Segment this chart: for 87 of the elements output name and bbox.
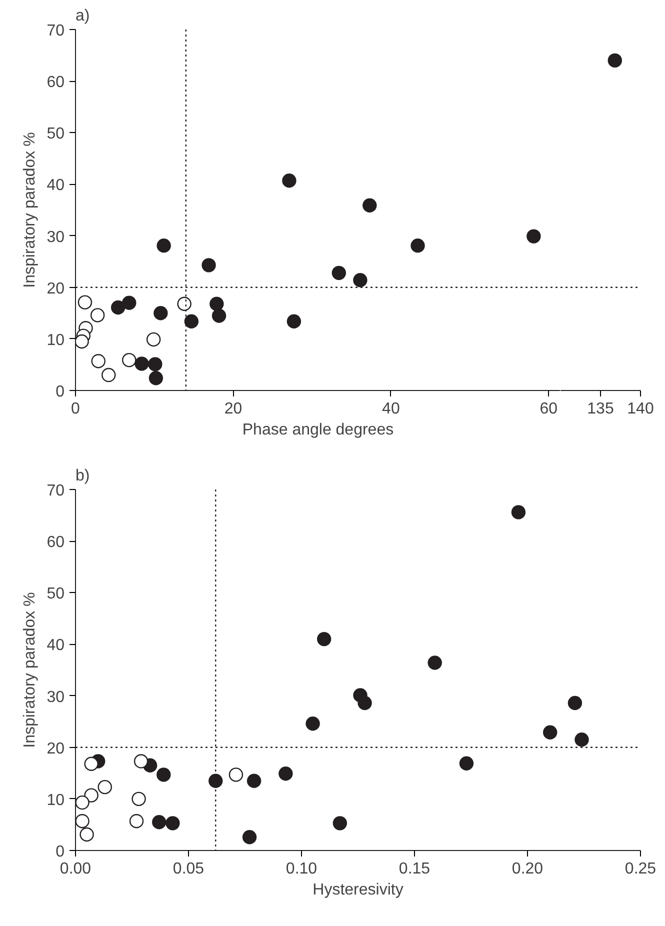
- y-tick-label: 10: [46, 792, 65, 809]
- x-tick-label: 0.25: [624, 860, 656, 878]
- point: [428, 656, 442, 670]
- point: [76, 334, 89, 349]
- point: [156, 238, 171, 253]
- x-tick-label: 60: [540, 400, 558, 418]
- point: [134, 356, 149, 371]
- point: [228, 768, 244, 782]
- point: [148, 357, 162, 372]
- x-axis-title: Hysteresivity: [312, 882, 404, 898]
- point: [317, 632, 332, 646]
- point: [122, 296, 136, 310]
- chart-title: a): [76, 8, 90, 24]
- point: [184, 314, 199, 328]
- x-tick-label: 0.20: [512, 860, 544, 878]
- x-tick-label: 0: [71, 400, 80, 418]
- x-tick-label: 0.15: [398, 860, 430, 878]
- point: [154, 306, 168, 320]
- point: [102, 368, 116, 382]
- y-tick-label: 40: [46, 177, 65, 194]
- point: [208, 774, 223, 788]
- point: [246, 774, 262, 788]
- point: [156, 768, 171, 782]
- point: [84, 788, 98, 802]
- y-tick-label: 0: [56, 384, 65, 400]
- point: [76, 814, 90, 828]
- point: [511, 505, 526, 520]
- point: [129, 814, 144, 828]
- point: [278, 766, 293, 781]
- y-tick-label: 30: [46, 228, 65, 246]
- x-tick-label: 0.10: [286, 860, 318, 878]
- y-tick-label: 40: [46, 637, 65, 654]
- y-tick-label: 0: [56, 844, 65, 860]
- point: [543, 725, 558, 740]
- point: [282, 174, 296, 188]
- x-tick-label: 0.00: [60, 860, 92, 878]
- y-tick-label: 20: [46, 280, 65, 298]
- point: [76, 795, 90, 810]
- y-axis-title: Inspiratory paradox %: [22, 592, 39, 748]
- point: [410, 238, 425, 253]
- point: [202, 258, 216, 272]
- point: [459, 756, 474, 770]
- x-axis-title: Phase angle degrees: [242, 422, 394, 438]
- x-tick-label: 40: [382, 400, 400, 418]
- y-tick-label: 60: [46, 534, 65, 552]
- point: [568, 696, 582, 710]
- point: [212, 308, 226, 323]
- point: [110, 300, 126, 315]
- y-tick-label: 30: [46, 688, 65, 706]
- point: [210, 296, 224, 311]
- point: [132, 792, 146, 806]
- point: [90, 308, 105, 322]
- y-tick-label: 60: [46, 74, 65, 92]
- x-tick-label: 140: [627, 400, 654, 418]
- point: [358, 696, 372, 710]
- x-tick-label: 135: [587, 400, 614, 418]
- point: [134, 754, 148, 768]
- point: [177, 296, 192, 311]
- point: [80, 827, 94, 842]
- point: [84, 756, 98, 771]
- point: [98, 780, 112, 794]
- point: [146, 332, 161, 347]
- y-tick-label: 70: [46, 482, 65, 500]
- point: [286, 314, 302, 328]
- point: [306, 716, 320, 731]
- y-tick-label: 70: [46, 22, 65, 40]
- point: [353, 273, 368, 288]
- y-tick-label: 10: [46, 332, 65, 349]
- point: [148, 371, 164, 386]
- point: [152, 815, 166, 830]
- point: [362, 198, 377, 212]
- y-tick-label: 50: [46, 586, 65, 603]
- x-tick-label: 20: [224, 400, 242, 418]
- point: [242, 830, 257, 844]
- y-tick-label: 20: [46, 740, 65, 758]
- point: [526, 229, 541, 244]
- point: [166, 816, 180, 830]
- y-tick-label: 50: [46, 126, 65, 143]
- point: [332, 816, 348, 830]
- point: [91, 354, 106, 368]
- point: [574, 732, 589, 747]
- point: [78, 295, 92, 310]
- point: [122, 352, 136, 368]
- chart-title: b): [76, 468, 90, 484]
- point: [332, 266, 346, 280]
- x-tick-label: 0.05: [172, 860, 204, 878]
- y-axis-title: Inspiratory paradox %: [22, 132, 39, 288]
